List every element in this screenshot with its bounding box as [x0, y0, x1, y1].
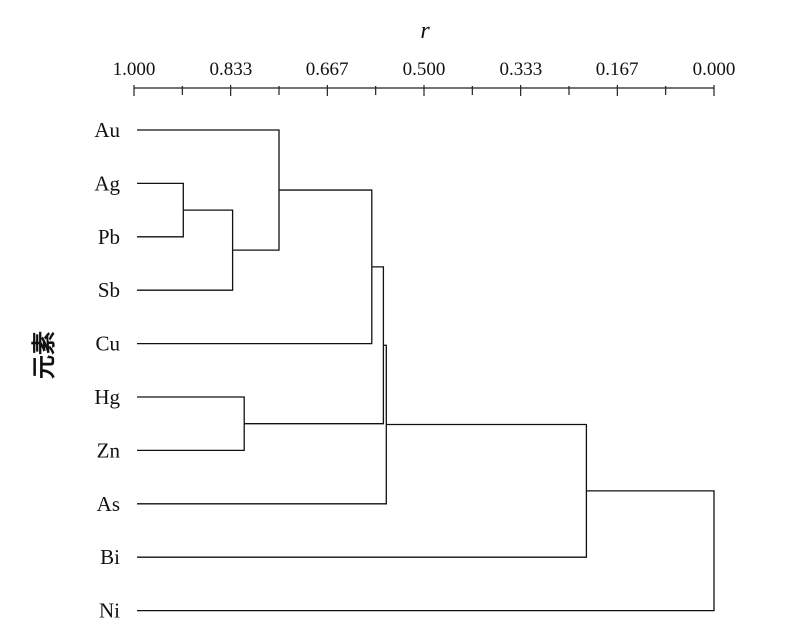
- leaf-label-sb: Sb: [98, 278, 120, 302]
- dendrogram-link-c4: [137, 396, 245, 452]
- x-axis: 1.000 0.833 0.667 0.500 0.333 0.167 0.000: [113, 59, 736, 96]
- x-tick-label: 1.000: [113, 59, 156, 80]
- x-tick-label: 0.333: [499, 59, 542, 80]
- leaf-label-pb: Pb: [98, 225, 120, 249]
- dendrogram-link-c2: [137, 209, 234, 291]
- x-tick-label: 0.667: [306, 59, 349, 80]
- leaf-labels: Au Ag Pb Sb Cu Hg Zn As Bi Ni: [94, 118, 120, 623]
- leaf-label-zn: Zn: [97, 438, 121, 462]
- x-tick-label: 0.833: [209, 59, 252, 80]
- leaf-label-bi: Bi: [100, 545, 120, 569]
- dendrogram-links: [137, 129, 715, 612]
- leaf-label-au: Au: [94, 118, 120, 142]
- dendrogram-link-c6: [244, 266, 385, 425]
- dendrogram-link-c3: [137, 129, 280, 251]
- dendrogram-link-c1: [137, 182, 184, 238]
- dendrogram-link-c8: [137, 423, 588, 558]
- dendrogram-link-c9: [137, 490, 715, 612]
- leaf-label-ag: Ag: [94, 171, 120, 195]
- leaf-label-hg: Hg: [94, 385, 120, 409]
- leaf-label-ni: Ni: [99, 599, 120, 623]
- dendrogram-link-c5: [137, 189, 373, 345]
- x-tick-label: 0.000: [693, 59, 736, 80]
- dendrogram-link-c7: [137, 344, 387, 505]
- y-axis-title: 元素: [30, 331, 58, 379]
- x-tick-label: 0.500: [403, 59, 446, 80]
- x-axis-title: r: [420, 18, 430, 44]
- leaf-label-cu: Cu: [95, 332, 120, 356]
- x-tick-label: 0.167: [596, 59, 639, 80]
- leaf-label-as: As: [97, 492, 120, 516]
